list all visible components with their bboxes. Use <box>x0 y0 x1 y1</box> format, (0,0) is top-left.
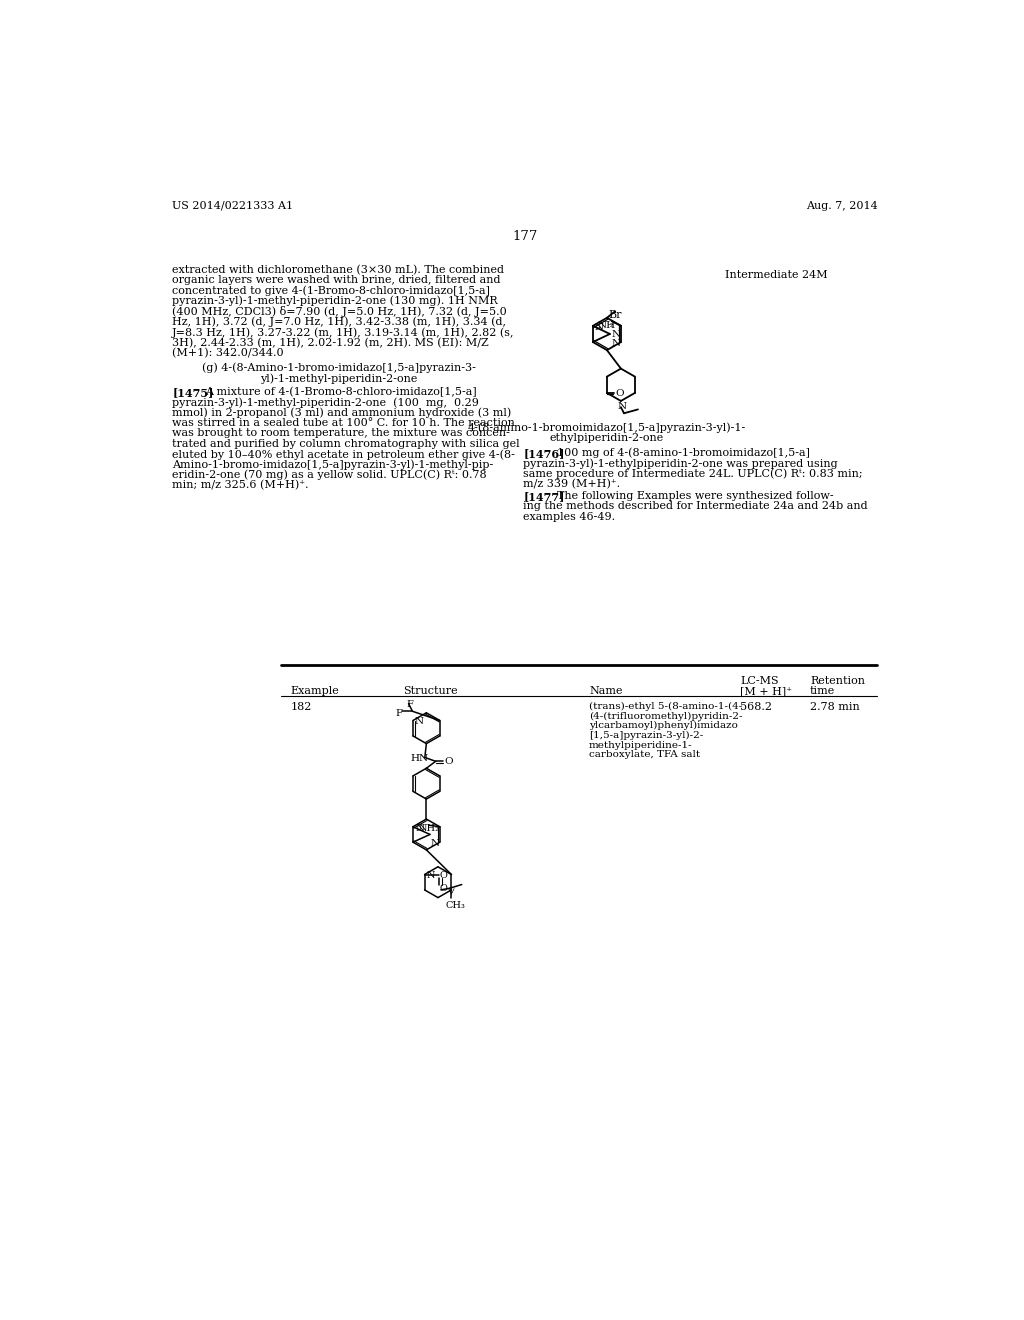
Text: Name: Name <box>589 686 623 696</box>
Text: ₂: ₂ <box>609 321 612 329</box>
Text: N: N <box>427 871 435 879</box>
Text: pyrazin-3-yl)-1-methyl-piperidin-2-one  (100  mg,  0.29: pyrazin-3-yl)-1-methyl-piperidin-2-one (… <box>172 397 479 408</box>
Text: N: N <box>415 717 424 726</box>
Text: CH₃: CH₃ <box>445 900 465 909</box>
Text: Amino-1-bromo-imidazo[1,5-a]pyrazin-3-yl)-1-methyl-pip-: Amino-1-bromo-imidazo[1,5-a]pyrazin-3-yl… <box>172 459 494 470</box>
Text: Structure: Structure <box>402 686 458 696</box>
Text: NH: NH <box>598 321 615 330</box>
Text: HN: HN <box>411 755 429 763</box>
Text: F: F <box>395 709 402 718</box>
Text: LC-MS: LC-MS <box>740 676 779 686</box>
Text: carboxylate, TFA salt: carboxylate, TFA salt <box>589 750 700 759</box>
Text: N: N <box>611 339 621 348</box>
Text: O: O <box>444 758 453 767</box>
Text: Example: Example <box>291 686 340 696</box>
Text: O: O <box>439 871 447 879</box>
Text: methylpiperidine-1-: methylpiperidine-1- <box>589 741 693 750</box>
Text: Retention: Retention <box>810 676 865 686</box>
Text: 177: 177 <box>512 230 538 243</box>
Text: [1477]: [1477] <box>523 491 564 502</box>
Text: O: O <box>615 389 624 399</box>
Text: Intermediate 24M: Intermediate 24M <box>725 271 827 280</box>
Text: 568.2: 568.2 <box>740 702 772 711</box>
Text: trated and purified by column chromatography with silica gel: trated and purified by column chromatogr… <box>172 438 520 449</box>
Text: J=8.3 Hz, 1H), 3.27-3.22 (m, 1H), 3.19-3.14 (m, 1H), 2.82 (s,: J=8.3 Hz, 1H), 3.27-3.22 (m, 1H), 3.19-3… <box>172 327 515 338</box>
Text: (4-(trifluoromethyl)pyridin-2-: (4-(trifluoromethyl)pyridin-2- <box>589 711 742 721</box>
Text: NH₂: NH₂ <box>418 824 439 833</box>
Text: [M + H]⁺: [M + H]⁺ <box>740 686 793 696</box>
Text: 182: 182 <box>291 702 312 711</box>
Text: O: O <box>439 884 447 892</box>
Text: (g) 4-(8-Amino-1-bromo-imidazo[1,5-a]pyrazin-3-: (g) 4-(8-Amino-1-bromo-imidazo[1,5-a]pyr… <box>202 363 476 374</box>
Text: yl)-1-methyl-piperidin-2-one: yl)-1-methyl-piperidin-2-one <box>260 374 418 384</box>
Text: [1476]: [1476] <box>523 447 564 459</box>
Text: N: N <box>611 330 621 339</box>
Text: organic layers were washed with brine, dried, filtered and: organic layers were washed with brine, d… <box>172 275 501 285</box>
Text: 4-(8-amino-1-bromoimidazo[1,5-a]pyrazin-3-yl)-1-: 4-(8-amino-1-bromoimidazo[1,5-a]pyrazin-… <box>468 422 746 433</box>
Text: ylcarbamoyl)phenyl)imidazo: ylcarbamoyl)phenyl)imidazo <box>589 721 738 730</box>
Text: eluted by 10–40% ethyl acetate in petroleum ether give 4-(8-: eluted by 10–40% ethyl acetate in petrol… <box>172 449 515 459</box>
Text: pyrazin-3-yl)-1-ethylpiperidin-2-one was prepared using: pyrazin-3-yl)-1-ethylpiperidin-2-one was… <box>523 458 838 469</box>
Text: 100 mg of 4-(8-amino-1-bromoimidazo[1,5-a]: 100 mg of 4-(8-amino-1-bromoimidazo[1,5-… <box>557 447 810 458</box>
Text: concentrated to give 4-(1-Bromo-8-chloro-imidazo[1,5-a]: concentrated to give 4-(1-Bromo-8-chloro… <box>172 285 490 296</box>
Text: examples 46-49.: examples 46-49. <box>523 512 615 521</box>
Text: (400 MHz, CDCl3) δ=7.90 (d, J=5.0 Hz, 1H), 7.32 (d, J=5.0: (400 MHz, CDCl3) δ=7.90 (d, J=5.0 Hz, 1H… <box>172 306 507 317</box>
Text: extracted with dichloromethane (3×30 mL). The combined: extracted with dichloromethane (3×30 mL)… <box>172 264 504 275</box>
Text: pyrazin-3-yl)-1-methyl-piperidin-2-one (130 mg). 1H NMR: pyrazin-3-yl)-1-methyl-piperidin-2-one (… <box>172 296 498 306</box>
Text: 3H), 2.44-2.33 (m, 1H), 2.02-1.92 (m, 2H). MS (EI): M/Z: 3H), 2.44-2.33 (m, 1H), 2.02-1.92 (m, 2H… <box>172 338 488 347</box>
Text: (M+1): 342.0/344.0: (M+1): 342.0/344.0 <box>172 348 284 358</box>
Text: Hz, 1H), 3.72 (d, J=7.0 Hz, 1H), 3.42-3.38 (m, 1H), 3.34 (d,: Hz, 1H), 3.72 (d, J=7.0 Hz, 1H), 3.42-3.… <box>172 317 506 327</box>
Text: N: N <box>416 824 424 833</box>
Text: N: N <box>594 323 603 331</box>
Text: N: N <box>430 840 439 847</box>
Text: ethylpiperidin-2-one: ethylpiperidin-2-one <box>550 433 665 444</box>
Text: mmol) in 2-propanol (3 ml) and ammonium hydroxide (3 ml): mmol) in 2-propanol (3 ml) and ammonium … <box>172 408 511 418</box>
Text: US 2014/0221333 A1: US 2014/0221333 A1 <box>172 201 293 211</box>
Text: N: N <box>617 403 627 412</box>
Text: was stirred in a sealed tube at 100° C. for 10 h. The reaction: was stirred in a sealed tube at 100° C. … <box>172 418 515 428</box>
Text: ing the methods described for Intermediate 24a and 24b and: ing the methods described for Intermedia… <box>523 502 868 511</box>
Text: 2.78 min: 2.78 min <box>810 702 860 711</box>
Text: The following Examples were synthesized follow-: The following Examples were synthesized … <box>557 491 834 502</box>
Text: Aug. 7, 2014: Aug. 7, 2014 <box>806 201 878 211</box>
Text: F: F <box>407 701 413 709</box>
Text: m/z 339 (M+H)⁺.: m/z 339 (M+H)⁺. <box>523 479 621 490</box>
Text: same procedure of Intermediate 24L. UPLC(C) Rᵗ: 0.83 min;: same procedure of Intermediate 24L. UPLC… <box>523 469 863 479</box>
Text: min; m/z 325.6 (M+H)⁺.: min; m/z 325.6 (M+H)⁺. <box>172 480 308 491</box>
Text: Br: Br <box>608 310 622 319</box>
Text: time: time <box>810 686 836 696</box>
Text: [1475]: [1475] <box>172 387 214 397</box>
Text: was brought to room temperature, the mixture was concen-: was brought to room temperature, the mix… <box>172 428 510 438</box>
Text: (trans)-ethyl 5-(8-amino-1-(4-: (trans)-ethyl 5-(8-amino-1-(4- <box>589 702 742 711</box>
Text: A mixture of 4-(1-Bromo-8-chloro-imidazo[1,5-a]: A mixture of 4-(1-Bromo-8-chloro-imidazo… <box>206 387 477 397</box>
Text: [1,5-a]pyrazin-3-yl)-2-: [1,5-a]pyrazin-3-yl)-2- <box>589 731 703 741</box>
Text: eridin-2-one (70 mg) as a yellow solid. UPLC(C) Rᵗ: 0.78: eridin-2-one (70 mg) as a yellow solid. … <box>172 470 486 480</box>
